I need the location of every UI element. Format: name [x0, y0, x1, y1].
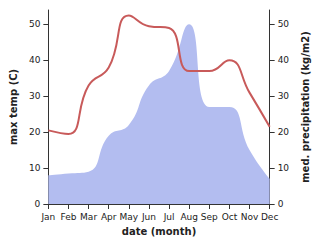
svg-text:Feb: Feb [61, 212, 77, 222]
svg-text:Jul: Jul [163, 212, 175, 222]
svg-text:Oct: Oct [222, 212, 238, 222]
svg-text:0: 0 [278, 199, 284, 209]
svg-text:10: 10 [29, 163, 41, 173]
svg-text:50: 50 [278, 19, 290, 29]
svg-text:Dec: Dec [261, 212, 278, 222]
svg-text:30: 30 [278, 91, 290, 101]
svg-text:max temp (C): max temp (C) [8, 69, 19, 145]
svg-text:Jun: Jun [141, 212, 156, 222]
svg-text:0: 0 [35, 199, 41, 209]
svg-text:10: 10 [278, 163, 290, 173]
svg-text:Nov: Nov [241, 212, 259, 222]
svg-text:30: 30 [29, 91, 41, 101]
svg-text:med. precipitation (kg/m2): med. precipitation (kg/m2) [300, 31, 311, 183]
svg-text:40: 40 [278, 55, 290, 65]
svg-text:40: 40 [29, 55, 41, 65]
svg-text:date (month): date (month) [122, 226, 196, 237]
svg-text:Apr: Apr [101, 212, 117, 222]
svg-text:Aug: Aug [180, 212, 198, 222]
svg-text:50: 50 [29, 19, 41, 29]
svg-text:20: 20 [29, 127, 41, 137]
svg-text:May: May [120, 212, 139, 222]
svg-text:Mar: Mar [80, 212, 97, 222]
svg-text:Sep: Sep [201, 212, 218, 222]
svg-text:Jan: Jan [40, 212, 55, 222]
svg-text:20: 20 [278, 127, 290, 137]
